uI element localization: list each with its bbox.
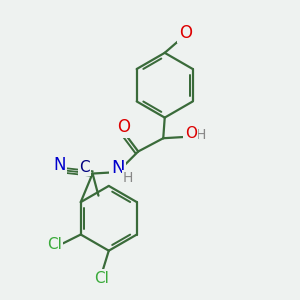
Text: Cl: Cl [94,271,109,286]
Text: O: O [184,126,196,141]
Text: N: N [53,156,66,174]
Text: H: H [196,128,206,142]
Text: N: N [111,159,124,177]
Text: H: H [123,171,133,185]
Text: C: C [79,160,90,175]
Text: Cl: Cl [47,237,62,252]
Text: O: O [117,118,130,136]
Text: O: O [179,24,192,42]
